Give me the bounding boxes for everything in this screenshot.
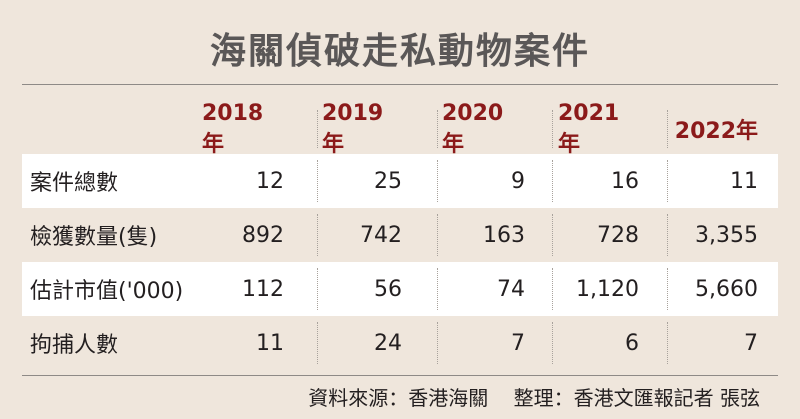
- column-divider: [317, 214, 318, 256]
- table-cell: 742: [360, 222, 402, 248]
- row-label: 案件總數: [30, 171, 119, 196]
- column-divider: [667, 160, 668, 202]
- table-cell: 12: [256, 168, 284, 194]
- column-divider: [317, 160, 318, 202]
- bottom-divider: [22, 375, 778, 376]
- column-divider: [552, 322, 553, 364]
- column-divider: [667, 110, 668, 148]
- table-cell: 3,355: [695, 222, 758, 248]
- column-divider: [667, 268, 668, 310]
- table-cell: 56: [374, 276, 402, 302]
- year-header-2019: 2019年: [322, 100, 384, 157]
- table-header-row: 2018年 2019年 2020年 2021年 2022年: [22, 100, 778, 157]
- compiled-by-text: 整理：香港文匯報記者 張弦: [513, 386, 760, 410]
- column-divider: [667, 214, 668, 256]
- table-cell: 7: [744, 330, 758, 356]
- source-text: 資料來源：香港海關: [308, 386, 489, 410]
- table-cell: 25: [374, 168, 402, 194]
- column-divider: [317, 110, 318, 148]
- table-cell: 892: [242, 222, 284, 248]
- row-label: 檢獲數量(隻): [30, 225, 158, 250]
- top-divider: [22, 84, 778, 85]
- column-divider: [437, 322, 438, 364]
- table-cell: 9: [511, 168, 525, 194]
- source-credit: 資料來源：香港海關 整理：香港文匯報記者 張弦: [308, 382, 760, 411]
- table-cell: 728: [597, 222, 639, 248]
- table-cell: 1,120: [576, 276, 639, 302]
- table-cell: 5,660: [695, 276, 758, 302]
- column-divider: [437, 214, 438, 256]
- page-title: 海關偵破走私動物案件: [209, 31, 590, 72]
- column-divider: [437, 268, 438, 310]
- table-cell: 112: [242, 276, 284, 302]
- column-divider: [552, 268, 553, 310]
- table-cell: 11: [256, 330, 284, 356]
- column-divider: [317, 322, 318, 364]
- column-divider: [552, 214, 553, 256]
- table-row: 檢獲數量(隻) 892 742 163 728 3,355: [22, 208, 778, 262]
- column-divider: [437, 160, 438, 202]
- column-divider: [317, 268, 318, 310]
- table-cell: 24: [374, 330, 402, 356]
- column-divider: [552, 110, 553, 148]
- table-cell: 163: [483, 222, 525, 248]
- table-cell: 74: [497, 276, 525, 302]
- table-cell: 11: [730, 168, 758, 194]
- row-label: 估計市值('000): [30, 279, 184, 304]
- row-label: 拘捕人數: [30, 333, 119, 358]
- table-row: 估計市值('000) 112 56 74 1,120 5,660: [22, 262, 778, 316]
- table-cell: 6: [625, 330, 639, 356]
- year-header-2018: 2018年: [202, 100, 264, 157]
- year-header-2020: 2020年: [442, 100, 504, 157]
- table-cell: 16: [611, 168, 639, 194]
- column-divider: [667, 322, 668, 364]
- year-header-2022: 2022年: [674, 119, 758, 144]
- table-row: 案件總數 12 25 9 16 11: [22, 154, 778, 208]
- column-divider: [437, 110, 438, 148]
- column-divider: [552, 160, 553, 202]
- table-row: 拘捕人數 11 24 7 6 7: [22, 316, 778, 370]
- table-cell: 7: [511, 330, 525, 356]
- statistics-table: 2018年 2019年 2020年 2021年 2022年 案件總數 12 25…: [22, 100, 778, 370]
- year-header-2021: 2021年: [558, 100, 620, 157]
